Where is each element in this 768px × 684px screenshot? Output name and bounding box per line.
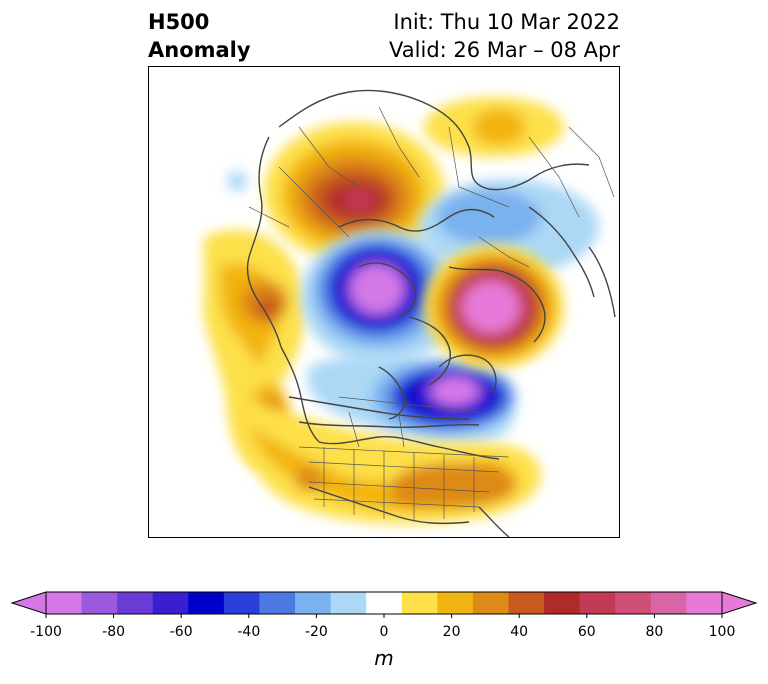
anomaly-arctic-negative	[227, 171, 599, 275]
colorbar-tick-label: 80	[645, 624, 664, 640]
colorbar-bin	[223, 592, 260, 614]
colorbar: -100 -80 -60 -40 -20 0 20 40 60 80 100 m	[0, 580, 768, 680]
colorbar-tick-label: -80	[102, 624, 126, 640]
init-date: Init: Thu 10 Mar 2022	[393, 10, 620, 34]
title-right: Init: Thu 10 Mar 2022 Valid: 26 Mar – 08…	[389, 8, 620, 64]
anomaly-siberia-positive	[424, 97, 564, 157]
anomaly-europe-positive	[424, 245, 564, 369]
colorbar-bin	[81, 592, 118, 614]
title-anomaly: Anomaly	[148, 38, 251, 62]
political-borders	[248, 106, 615, 521]
anomaly-map[interactable]	[148, 66, 620, 538]
title-left: H500 Anomaly	[148, 8, 251, 64]
colorbar-bin	[46, 592, 83, 614]
colorbar-bin	[472, 592, 510, 614]
anomaly-hudson-negative	[307, 355, 516, 445]
colorbar-bin	[544, 592, 581, 614]
colorbar-svg	[10, 591, 758, 618]
colorbar-bin	[686, 592, 723, 614]
colorbar-tick-label: -40	[237, 624, 261, 640]
colorbar-bin	[579, 592, 616, 614]
colorbar-unit-label: m	[374, 646, 394, 670]
valid-range: Valid: 26 Mar – 08 Apr	[389, 38, 620, 62]
colorbar-extend-low	[10, 591, 47, 615]
colorbar-bin	[366, 592, 403, 614]
colorbar-bin	[615, 592, 652, 614]
colorbar-tick-label: 20	[442, 624, 461, 640]
colorbar-bin	[259, 592, 296, 614]
colorbar-bin	[330, 592, 367, 614]
colorbar-tick-label: 60	[577, 624, 596, 640]
colorbar-bin	[401, 592, 438, 614]
colorbar-tick-label: 40	[510, 624, 529, 640]
colorbar-tick-label: -20	[304, 624, 328, 640]
map-svg	[203, 89, 616, 537]
anomaly-alaska-negative	[301, 229, 461, 365]
coastlines	[246, 89, 616, 537]
colorbar-extend-high	[721, 591, 758, 615]
colorbar-tick-label: 100	[708, 624, 736, 640]
anomaly-us-positive	[241, 397, 541, 524]
colorbar-bin	[650, 592, 687, 614]
colorbar-bin	[188, 592, 225, 614]
colorbar-bin	[508, 592, 545, 614]
colorbar-tick-label: -100	[30, 624, 62, 640]
title-variable: H500	[148, 10, 210, 34]
colorbar-bin	[152, 592, 189, 614]
colorbar-bin	[295, 592, 332, 614]
colorbar-tick-label: 0	[379, 624, 389, 640]
colorbar-bin	[117, 592, 154, 614]
colorbar-bin	[437, 592, 474, 614]
colorbar-tick-label: -60	[169, 624, 193, 640]
